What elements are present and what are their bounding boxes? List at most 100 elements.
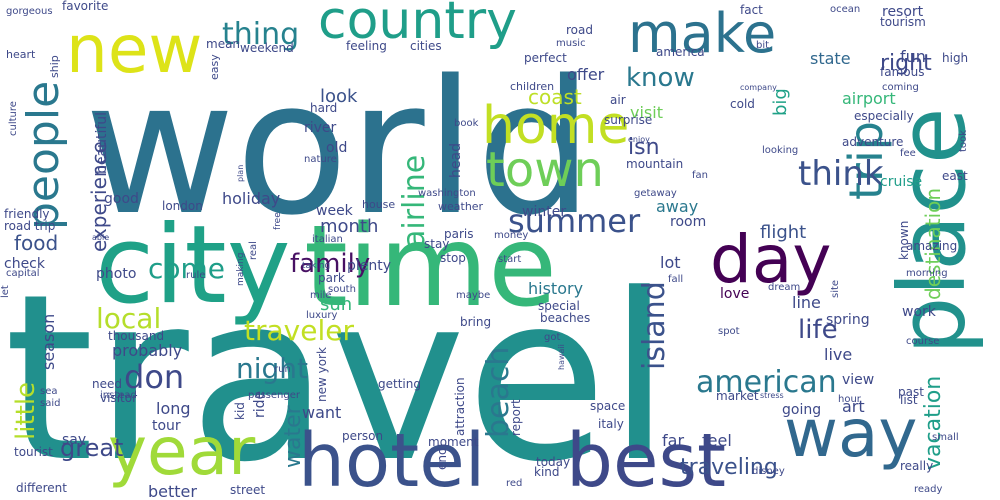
word-photo: photo	[96, 266, 136, 282]
word-new: new	[66, 11, 202, 88]
word-person: person	[342, 429, 383, 443]
word-week: week	[316, 203, 354, 219]
word-thousand: thousand	[108, 329, 164, 343]
word-america: america	[656, 45, 705, 59]
word-season: season	[39, 314, 58, 370]
word-got: got	[544, 332, 560, 343]
word-plan: plan	[236, 165, 245, 182]
word-new-york: new york	[315, 347, 329, 402]
word-big: big	[770, 88, 791, 116]
word-stop: stop	[440, 251, 466, 265]
word-moment: moment	[428, 435, 479, 449]
word-fact: fact	[740, 3, 763, 17]
word-famous: famous	[880, 65, 924, 79]
word-course: course	[906, 336, 939, 347]
word-let: let	[0, 285, 11, 298]
word-away: away	[656, 197, 698, 216]
word-life: life	[798, 315, 838, 345]
word-spring: spring	[826, 312, 870, 328]
word-beaches: beaches	[540, 311, 590, 325]
word-road-trip: road trip	[4, 219, 55, 233]
word-think: think	[798, 154, 884, 194]
word-state: state	[810, 49, 851, 68]
word-money: money	[494, 230, 528, 241]
word-market: market	[716, 389, 759, 403]
word-house: house	[362, 198, 395, 211]
word-island: island	[637, 281, 672, 370]
word-feeling: feeling	[346, 39, 387, 53]
word-attraction: attraction	[453, 377, 467, 436]
word-old: old	[326, 140, 347, 156]
word-air: air	[610, 93, 626, 107]
word-far: far	[662, 431, 684, 450]
word-italian: italian	[312, 234, 343, 245]
word-travel: travel	[4, 246, 671, 500]
word-city: city	[95, 203, 291, 328]
word-traveler: traveler	[244, 314, 354, 347]
word-stay: stay	[424, 237, 449, 251]
word-visit: visit	[630, 103, 663, 122]
word-coming: coming	[882, 82, 919, 93]
word-line: line	[792, 293, 821, 312]
word-lot: lot	[660, 253, 681, 272]
word-east: east	[942, 169, 968, 183]
word-today: today	[536, 455, 570, 469]
word-vacation: vacation	[921, 376, 946, 470]
word-disney: disney	[752, 466, 785, 477]
word-food: food	[14, 231, 58, 255]
word-water: water	[281, 404, 306, 468]
word-tour: tour	[152, 418, 181, 434]
word-road: road	[566, 23, 593, 37]
word-cold: cold	[730, 97, 755, 111]
word-year: year	[108, 413, 256, 490]
word-passenger: passenger	[248, 390, 301, 401]
word-small: small	[932, 432, 959, 443]
word-taking: taking	[302, 261, 330, 271]
word-art: art	[842, 397, 865, 416]
word-country: country	[318, 0, 517, 51]
word-better: better	[148, 482, 197, 500]
word-children: children	[510, 80, 554, 93]
word-especially: especially	[854, 109, 914, 123]
word-say: say	[62, 432, 86, 448]
word-fan: fan	[692, 170, 708, 181]
word-bring: bring	[460, 315, 491, 329]
word-beach: beach	[481, 347, 516, 438]
word-able: able	[92, 233, 109, 242]
word-fun: fun	[900, 47, 926, 66]
word-start: start	[498, 254, 521, 265]
word-history: history	[528, 279, 583, 298]
word-going: going	[782, 402, 821, 418]
word-known: known	[897, 221, 911, 260]
word-american: american	[696, 365, 837, 400]
word-know: know	[626, 63, 695, 93]
word-easy: easy	[208, 54, 221, 80]
word-world: world	[84, 40, 593, 256]
word-offer: offer	[567, 65, 605, 84]
word-isn: isn	[628, 135, 660, 160]
word-way: way	[784, 395, 917, 472]
word-town: town	[486, 142, 604, 198]
word-ship: ship	[48, 55, 61, 78]
word-hard: hard	[310, 101, 337, 115]
word-london: london	[162, 199, 203, 213]
word-people: people	[18, 81, 69, 230]
word-look: look	[320, 86, 358, 107]
word-kid: kid	[233, 402, 247, 420]
word-weather: weather	[438, 200, 484, 213]
word-flight: flight	[760, 222, 806, 243]
word-don: don	[124, 358, 184, 396]
word-holiday: holiday	[222, 189, 280, 208]
word-stress: stress	[760, 391, 784, 400]
word-tourist: tourist	[14, 445, 53, 459]
word-run: run	[274, 364, 291, 375]
word-make: make	[628, 2, 776, 65]
word-great: great	[60, 434, 123, 462]
word-mountain: mountain	[626, 157, 683, 171]
word-work: work	[902, 304, 937, 320]
word-kind: kind	[534, 465, 560, 479]
word-mean: mean	[206, 37, 240, 51]
word-free: free	[273, 212, 283, 230]
word-river: river	[304, 120, 337, 136]
